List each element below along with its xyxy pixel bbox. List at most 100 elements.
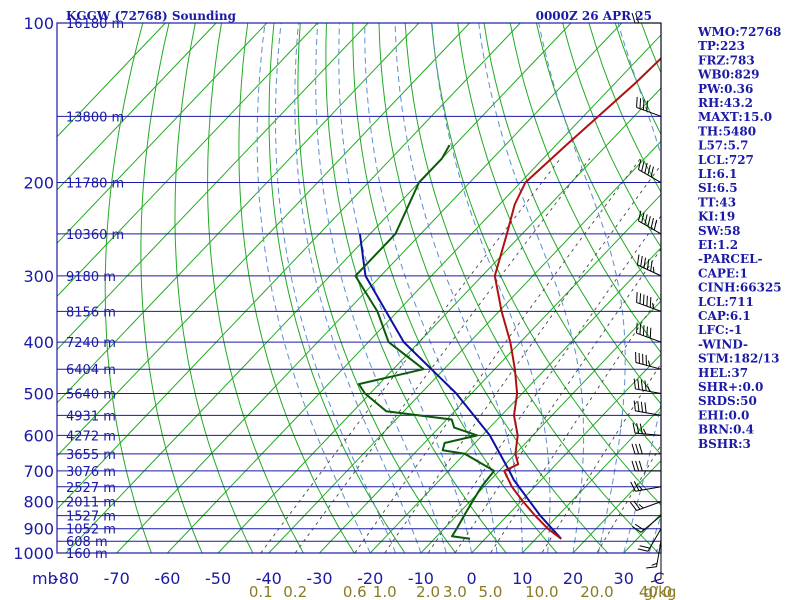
mixing-ratio-tick-label: 40.0 bbox=[639, 583, 672, 600]
dry-adiabat-line bbox=[325, 23, 507, 553]
temperature-axis: -80 -70 -60 -50 -40 -30 -20 -10 0 10 20 30 C bbox=[53, 569, 665, 588]
wind-barb-flag bbox=[652, 302, 655, 309]
wind-barb-flag bbox=[638, 460, 643, 472]
wind-barb-flag bbox=[646, 259, 650, 270]
wind-barb-flag bbox=[644, 380, 647, 391]
stability-index: EHI:0.0 bbox=[698, 408, 749, 422]
height-label: 2527 m bbox=[66, 481, 116, 496]
isotherm-line bbox=[167, 34, 661, 553]
wind-barb-flag bbox=[632, 526, 642, 533]
pressure-tick-label: 700 bbox=[23, 462, 54, 481]
mixing-ratio-axis: 0.1 0.2 0.6 1.0 2.0 3.0 5.0 10.0 20.0 40.0g/kg bbox=[249, 583, 677, 600]
mixing-ratio-tick-label: 10.0 bbox=[525, 583, 558, 600]
wind-barb-shaft bbox=[635, 486, 662, 492]
parcel-trace-line bbox=[358, 233, 562, 540]
pressure-tick-label: 600 bbox=[23, 426, 54, 445]
wind-barb-flag bbox=[637, 210, 642, 222]
wind-barb bbox=[632, 422, 662, 436]
isotherm-line bbox=[521, 406, 661, 553]
dry-adiabat-lines bbox=[104, 23, 661, 553]
wind-barb-shaft bbox=[635, 361, 662, 370]
temperature-tick-label: -10 bbox=[408, 569, 434, 588]
wind-barb-flag bbox=[644, 162, 648, 174]
wind-barb-flag bbox=[636, 423, 640, 434]
height-label: 4931 m bbox=[66, 409, 116, 424]
wind-barb-flag bbox=[649, 327, 652, 339]
temperature-tick-label: -70 bbox=[104, 569, 130, 588]
wind-barb-flag bbox=[632, 422, 636, 434]
wind-barb-shaft bbox=[635, 388, 662, 394]
wind-barb bbox=[637, 159, 662, 183]
dewpoint-profile-line bbox=[354, 144, 496, 540]
dry-adiabat-line bbox=[431, 23, 661, 506]
isotherm-line bbox=[57, 23, 521, 510]
wind-barb-flag bbox=[637, 379, 640, 390]
stability-index: CINH:66325 bbox=[698, 281, 782, 295]
height-label: 1527 m bbox=[66, 510, 116, 525]
isotherm-line bbox=[268, 140, 661, 553]
mixing-ratio-line bbox=[294, 158, 591, 553]
stability-index: -PARCEL- bbox=[698, 252, 763, 266]
dry-adiabat-line bbox=[104, 23, 152, 553]
wind-barb-flag bbox=[642, 428, 647, 435]
pressure-tick-label: 400 bbox=[23, 333, 54, 352]
wind-barb-flag bbox=[646, 566, 657, 569]
wind-barb-shaft bbox=[635, 432, 662, 436]
wind-barb-flag bbox=[629, 501, 637, 511]
wind-barb-flag bbox=[653, 219, 658, 231]
isotherm-line bbox=[57, 23, 217, 191]
wind-barb-flag bbox=[642, 294, 645, 305]
mixing-ratio-tick-label: 0.2 bbox=[283, 583, 307, 600]
temperature-tick-label: 20 bbox=[563, 569, 583, 588]
stability-index: BRN:0.4 bbox=[698, 423, 754, 437]
isotherm-line bbox=[116, 23, 623, 553]
wind-barb bbox=[650, 553, 662, 583]
wind-barb-flag bbox=[633, 400, 636, 411]
height-labels: 16180 m 13800 m 11780 m 10360 m 9180 m 8156 m… bbox=[66, 17, 124, 562]
mixing-ratio-line bbox=[427, 215, 661, 553]
mixing-ratio-line bbox=[454, 248, 661, 553]
height-label: 9180 m bbox=[66, 270, 116, 285]
wind-barb-flag bbox=[640, 379, 644, 391]
pressure-tick-label: 800 bbox=[23, 493, 54, 512]
pressure-tick-label: 500 bbox=[23, 384, 54, 403]
isobar-lines bbox=[57, 22, 661, 554]
stability-index: HEL:37 bbox=[698, 366, 748, 380]
wind-barb-shaft bbox=[647, 528, 662, 552]
wind-barb bbox=[633, 378, 662, 394]
wind-barb-flag bbox=[630, 481, 636, 492]
height-label: 3076 m bbox=[66, 465, 116, 480]
dry-adiabat-line bbox=[457, 23, 661, 456]
dry-adiabat-line bbox=[140, 23, 203, 553]
wind-barb-shaft bbox=[640, 515, 662, 533]
dry-adiabat-line bbox=[268, 23, 406, 553]
wind-barb-flag bbox=[642, 325, 645, 336]
height-label: 1052 m bbox=[66, 523, 116, 538]
wind-barb-flag bbox=[644, 402, 647, 413]
pressure-unit-label: mb bbox=[32, 569, 58, 588]
stability-index: LCL:711 bbox=[698, 295, 754, 309]
dry-adiabat-line bbox=[207, 23, 305, 553]
pressure-tick-label: 1000 bbox=[13, 544, 54, 563]
wind-barb-flag bbox=[651, 562, 658, 566]
stability-index: CAPE:1 bbox=[698, 266, 748, 280]
isotherm-line bbox=[572, 459, 661, 553]
wind-barb-flag bbox=[636, 96, 638, 108]
temperature-tick-label: -40 bbox=[256, 569, 282, 588]
wind-barb bbox=[631, 460, 661, 472]
dry-adiabat-line bbox=[509, 23, 661, 354]
stability-index: WMO:72768 bbox=[697, 25, 781, 39]
temperature-tick-label: -20 bbox=[357, 569, 383, 588]
wind-barb bbox=[630, 481, 662, 492]
wind-barb-flag bbox=[633, 481, 640, 491]
mixing-ratio-tick-label: g/kg bbox=[644, 583, 677, 600]
wind-barb-flag bbox=[631, 443, 636, 454]
wind-barb-flag bbox=[639, 423, 643, 434]
wind-barb-flag bbox=[647, 216, 651, 227]
wind-barb-flag bbox=[649, 296, 652, 308]
dry-adiabat-line bbox=[297, 23, 457, 553]
stability-index: -WIND- bbox=[698, 337, 748, 351]
wind-barb-flag bbox=[635, 12, 640, 24]
wind-barb-flag bbox=[640, 256, 643, 267]
